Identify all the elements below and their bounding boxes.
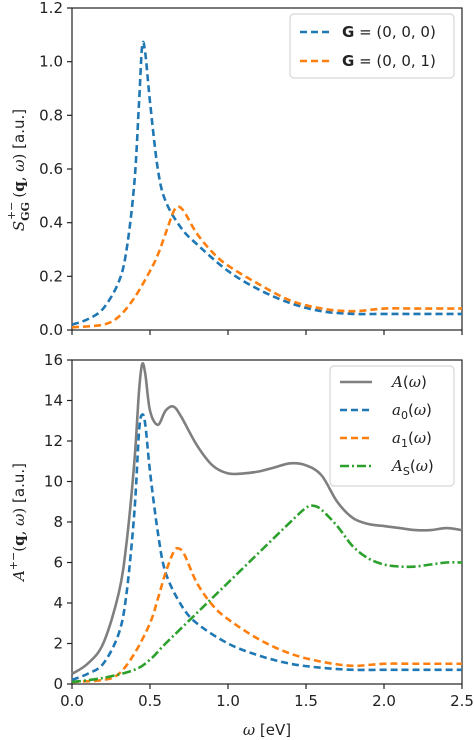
top-legend: G = (0, 0, 0) G = (0, 0, 1) [289,13,455,79]
top-x-ticks [71,330,463,335]
bottom-panel: 0.0 0.5 1.0 1.5 2.0 2.5 0 2 4 6 8 10 12 14 16 A+−(q, … [7,351,474,739]
bottom-series-line-0 [71,362,463,675]
top-y-tick-label: 1.0 [39,53,63,71]
bottom-series-line-3 [71,504,463,684]
legend-label-a1: a1(ω) [392,429,432,450]
bottom-y-tick-label: 2 [53,635,63,653]
bottom-x-tick-label: 1.0 [216,692,240,710]
bottom-x-tick-label: 2.5 [450,692,474,710]
bottom-legend: A(ω) a0(ω) a1(ω) AS(ω) [329,365,455,487]
top-y-tick-label: 0.8 [39,106,63,124]
top-y-tick-label: 0.6 [39,160,63,178]
bottom-y-label: A+−(q, ω) [a.u.] [7,463,28,583]
legend-label-g000: G = (0, 0, 0) [342,23,436,41]
bottom-x-ticks: 0.0 0.5 1.0 1.5 2.0 2.5 [60,684,474,710]
top-series-line-1 [71,205,462,329]
svg-text:SGG+−(q, ω) [a.u.]: SGG+−(q, ω) [a.u.] [5,109,32,231]
bottom-y-tick-label: 12 [44,432,63,450]
bottom-series-line-1 [71,413,462,682]
bottom-x-label: ω [eV] [243,721,291,739]
top-y-tick-label: 0.2 [39,267,63,285]
top-y-tick-label: 0.0 [39,321,63,339]
top-series-line-0 [71,40,462,326]
top-y-ticks: 0.0 0.2 0.4 0.6 0.8 1.0 1.2 [39,0,72,339]
bottom-y-tick-label: 8 [53,513,63,531]
legend-label-AS: AS(ω) [390,457,434,478]
bottom-x-tick-label: 0.5 [138,692,162,710]
bottom-y-tick-label: 4 [53,594,63,612]
legend-label-a0: a0(ω) [392,401,432,422]
bottom-series-line-2 [71,546,462,684]
bottom-y-tick-label: 0 [53,675,63,693]
legend-label-A: A(ω) [390,373,427,391]
bottom-x-tick-label: 0.0 [60,692,84,710]
bottom-x-tick-label: 1.5 [294,692,318,710]
bottom-y-tick-label: 10 [44,473,63,491]
bottom-x-tick-label: 2.0 [372,692,396,710]
svg-text:A+−(q, ω) [a.u.]: A+−(q, ω) [a.u.] [7,463,28,583]
bottom-y-tick-label: 16 [44,351,63,369]
top-y-tick-label: 1.2 [39,0,63,17]
top-y-tick-label: 0.4 [39,214,63,232]
bottom-y-tick-label: 6 [53,554,63,572]
bottom-y-ticks: 0 2 4 6 8 10 12 14 16 [44,351,72,693]
bottom-series-group [71,362,463,684]
top-panel: 0.0 0.2 0.4 0.6 0.8 1.0 1.2 SGG+−(q, ω) [a.u.]… [5,0,463,339]
top-y-label: SGG+−(q, ω) [a.u.] [5,109,32,231]
top-series-group [71,40,462,329]
legend-label-g001: G = (0, 0, 1) [342,52,436,70]
bottom-y-tick-label: 14 [44,392,63,410]
